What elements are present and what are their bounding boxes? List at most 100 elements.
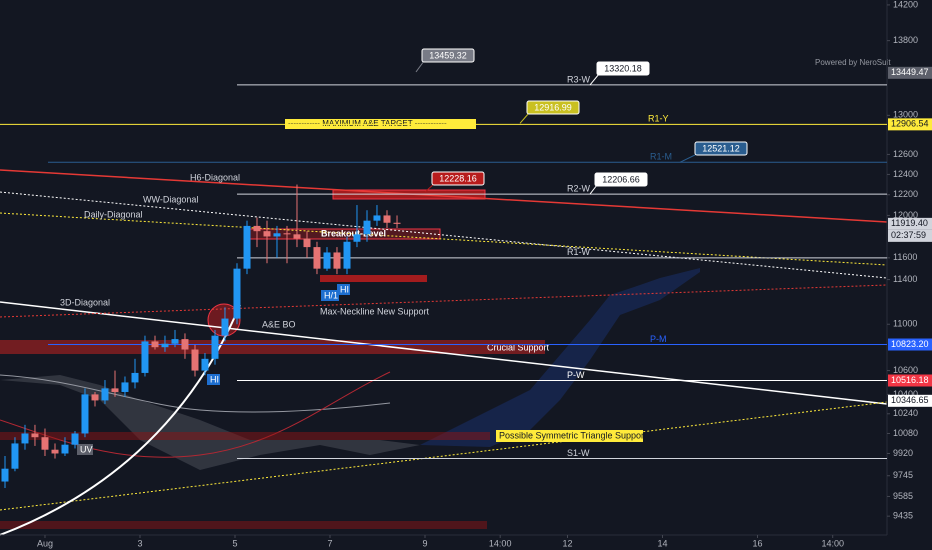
callout-pointer <box>415 60 425 73</box>
candle-body <box>263 231 271 237</box>
candle-body <box>201 358 209 371</box>
y-tick-label: 9920 <box>893 448 913 458</box>
cloud <box>420 268 700 447</box>
candle-body <box>353 234 361 242</box>
callout-label: 13320.18 <box>604 63 642 73</box>
candle-body <box>51 449 59 454</box>
y-tick-label: 14200 <box>893 0 918 9</box>
y-tick-label: 12400 <box>893 169 918 179</box>
annotation: ------------ MAXIMUM A&E TARGET --------… <box>288 119 447 128</box>
candle-body <box>383 215 391 223</box>
y-tick-label: 9745 <box>893 470 913 480</box>
candle-body <box>221 318 229 336</box>
annotation: H6-Diagonal <box>190 172 240 182</box>
level-label: R2-W <box>567 183 591 193</box>
candle-body <box>111 388 119 392</box>
level-label: R3-W <box>567 74 591 84</box>
zone <box>320 275 427 282</box>
candle-body <box>273 233 281 237</box>
annotation: Daily-Diagonal <box>84 209 143 219</box>
callout-pointer <box>424 183 435 193</box>
x-tick-label: Aug <box>37 538 53 548</box>
y-tick-label: 12600 <box>893 149 918 159</box>
y-tick-label: 13800 <box>893 35 918 45</box>
candle-body <box>71 433 79 445</box>
x-tick-label: 5 <box>232 538 237 548</box>
x-tick-label: 9 <box>422 538 427 548</box>
annotation: WW-Diagonal <box>143 194 198 204</box>
callout-box <box>421 48 475 63</box>
annotation: Crucial Support <box>487 342 550 352</box>
candle-body <box>1 468 9 482</box>
trend-line <box>0 401 888 511</box>
price-label-box <box>888 66 932 79</box>
candle-body <box>81 394 89 434</box>
callout-pointer <box>589 184 598 195</box>
callout-label: 12916.99 <box>534 102 572 112</box>
callout-box <box>694 141 748 156</box>
candle-body <box>333 252 341 269</box>
y-tick-label: 10400 <box>893 389 918 399</box>
price-label-box <box>888 374 932 387</box>
candle-body <box>283 233 291 235</box>
callout-label: 13459.32 <box>429 50 467 60</box>
x-tick-label: 14:00 <box>821 538 844 548</box>
y-tick-label: 12200 <box>893 189 918 199</box>
price-label: 10823.20 <box>891 339 929 349</box>
candle-body <box>191 349 199 371</box>
y-tick-label: 11000 <box>893 319 917 329</box>
candle-body <box>243 225 251 269</box>
x-tick-label: 12 <box>562 538 572 548</box>
x-tick-label: 7 <box>327 538 332 548</box>
candle-body <box>233 268 241 319</box>
y-tick-label: 10240 <box>893 408 918 418</box>
level-label: S1-W <box>567 448 590 458</box>
price-label-box <box>888 338 932 351</box>
callout-label: 12206.66 <box>602 174 640 184</box>
zone <box>0 521 487 529</box>
x-tick-label: 16 <box>753 538 763 548</box>
y-tick-label: 12000 <box>893 210 918 220</box>
annotation: 3D-Diagonal <box>60 297 110 307</box>
annotation: A&E BO <box>262 319 296 329</box>
y-tick-label: 9435 <box>893 511 913 521</box>
trend-line <box>0 169 888 223</box>
candle-body <box>373 215 381 221</box>
callout-box <box>526 100 580 115</box>
price-label: 11919.40 <box>891 218 928 228</box>
level-label: P-W <box>567 370 585 380</box>
callout-label: 12228.16 <box>439 173 477 183</box>
countdown-box <box>888 229 932 242</box>
zone <box>0 340 545 354</box>
candle-body <box>41 437 49 450</box>
candle-body <box>101 388 109 401</box>
callout-pointer <box>519 112 530 124</box>
label-box <box>77 444 93 455</box>
candle-body <box>171 339 179 344</box>
price-label-box <box>888 118 932 131</box>
label-box <box>337 284 350 295</box>
level-label: R1-Y <box>648 114 669 124</box>
trend-line <box>0 212 888 266</box>
candle-body <box>61 444 69 454</box>
moving-average <box>0 374 391 413</box>
label-box <box>496 430 643 442</box>
y-tick-label: 11400 <box>893 274 917 284</box>
countdown: 02:37:59 <box>891 230 926 240</box>
price-label: 10346.65 <box>891 395 929 405</box>
candle-body <box>181 339 189 350</box>
y-tick-label: 9585 <box>893 491 913 501</box>
annotation: UV <box>80 444 93 454</box>
y-tick-label: 13000 <box>893 110 918 120</box>
callout-pointer <box>679 153 698 163</box>
y-tick-label: 10080 <box>893 428 918 438</box>
callout-box <box>431 171 485 186</box>
callout-box <box>594 172 648 187</box>
candle-body <box>121 382 129 392</box>
candle-body <box>141 341 149 373</box>
level-label: P-M <box>650 334 667 344</box>
candle-body <box>343 241 351 269</box>
price-label: 13449.47 <box>891 67 929 77</box>
